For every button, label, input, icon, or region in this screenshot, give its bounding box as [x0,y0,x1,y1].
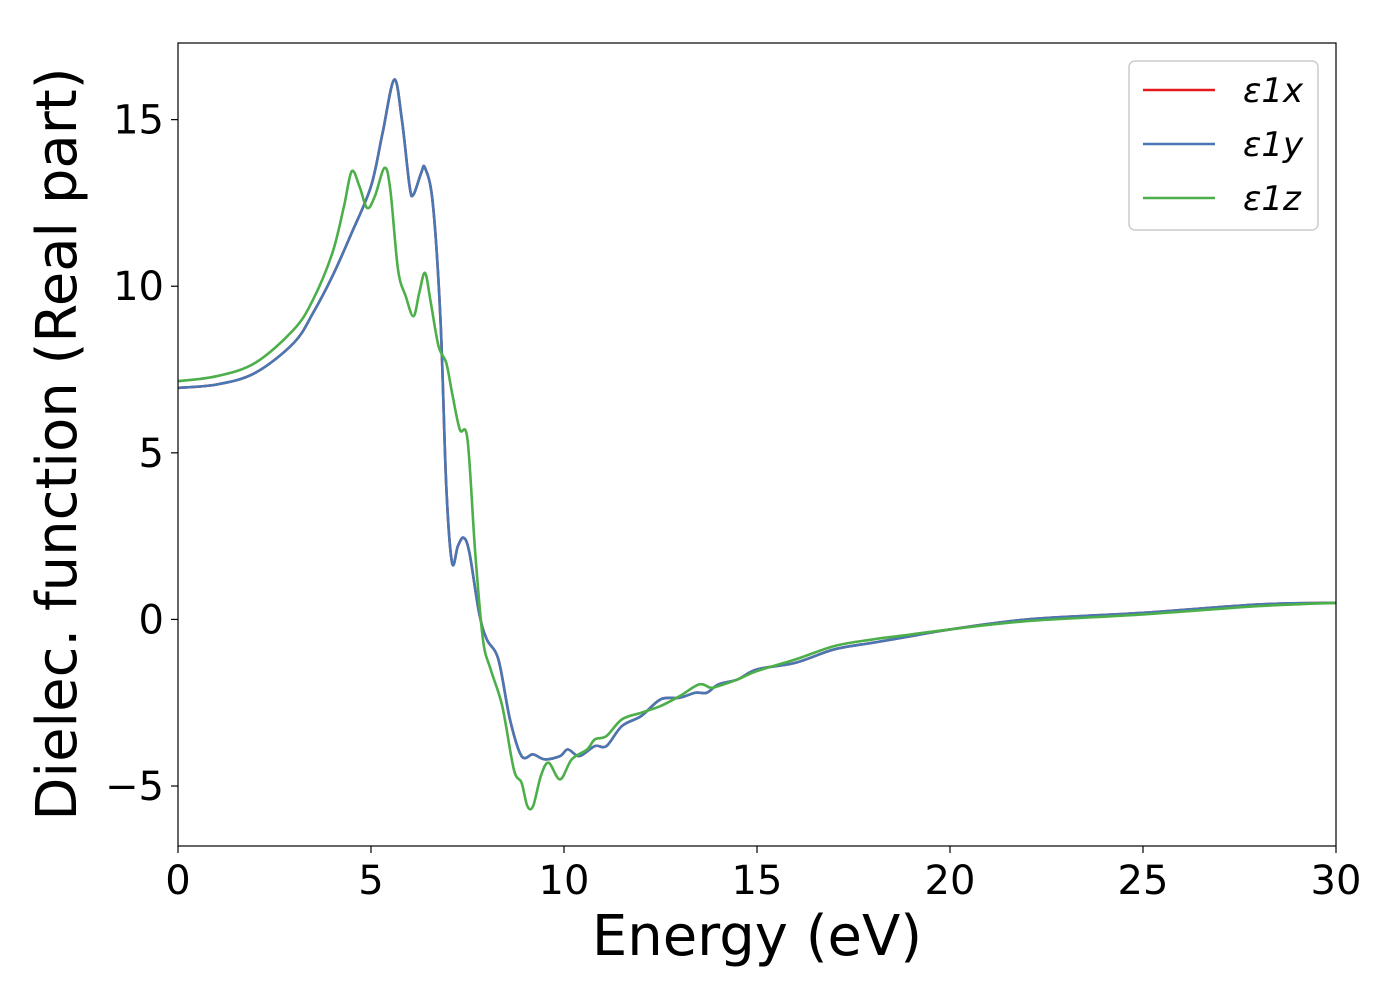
legend-label-2: ε1y [1243,125,1304,165]
x-tick-label: 10 [539,858,590,904]
y-tick-label: 5 [139,431,164,477]
y-tick-label: 15 [113,98,164,144]
y-tick-label: −5 [105,764,164,810]
series-line-3 [178,166,1336,811]
series-layer [178,78,1336,811]
legend-label-3: ε1z [1243,179,1302,219]
x-tick-label: 0 [165,858,190,904]
y-tick-label: 0 [139,597,164,643]
series-line-2 [178,78,1336,761]
y-axis-ticks: −5 0 5 10 15 [105,98,178,810]
x-tick-label: 5 [358,858,383,904]
legend-label-1: ε1x [1243,71,1304,111]
y-axis-label: Dielec. function (Real part) [25,67,90,820]
legend-box [1128,60,1319,231]
x-tick-label: 15 [732,858,783,904]
x-tick-label: 30 [1311,858,1362,904]
x-tick-label: 20 [925,858,976,904]
x-axis-ticks: 0 5 10 15 20 25 30 [165,846,1361,904]
x-tick-label: 25 [1118,858,1169,904]
legend: ε1x ε1y ε1z [1128,60,1319,231]
x-axis-label: Energy (eV) [592,904,922,969]
y-tick-label: 10 [113,264,164,310]
